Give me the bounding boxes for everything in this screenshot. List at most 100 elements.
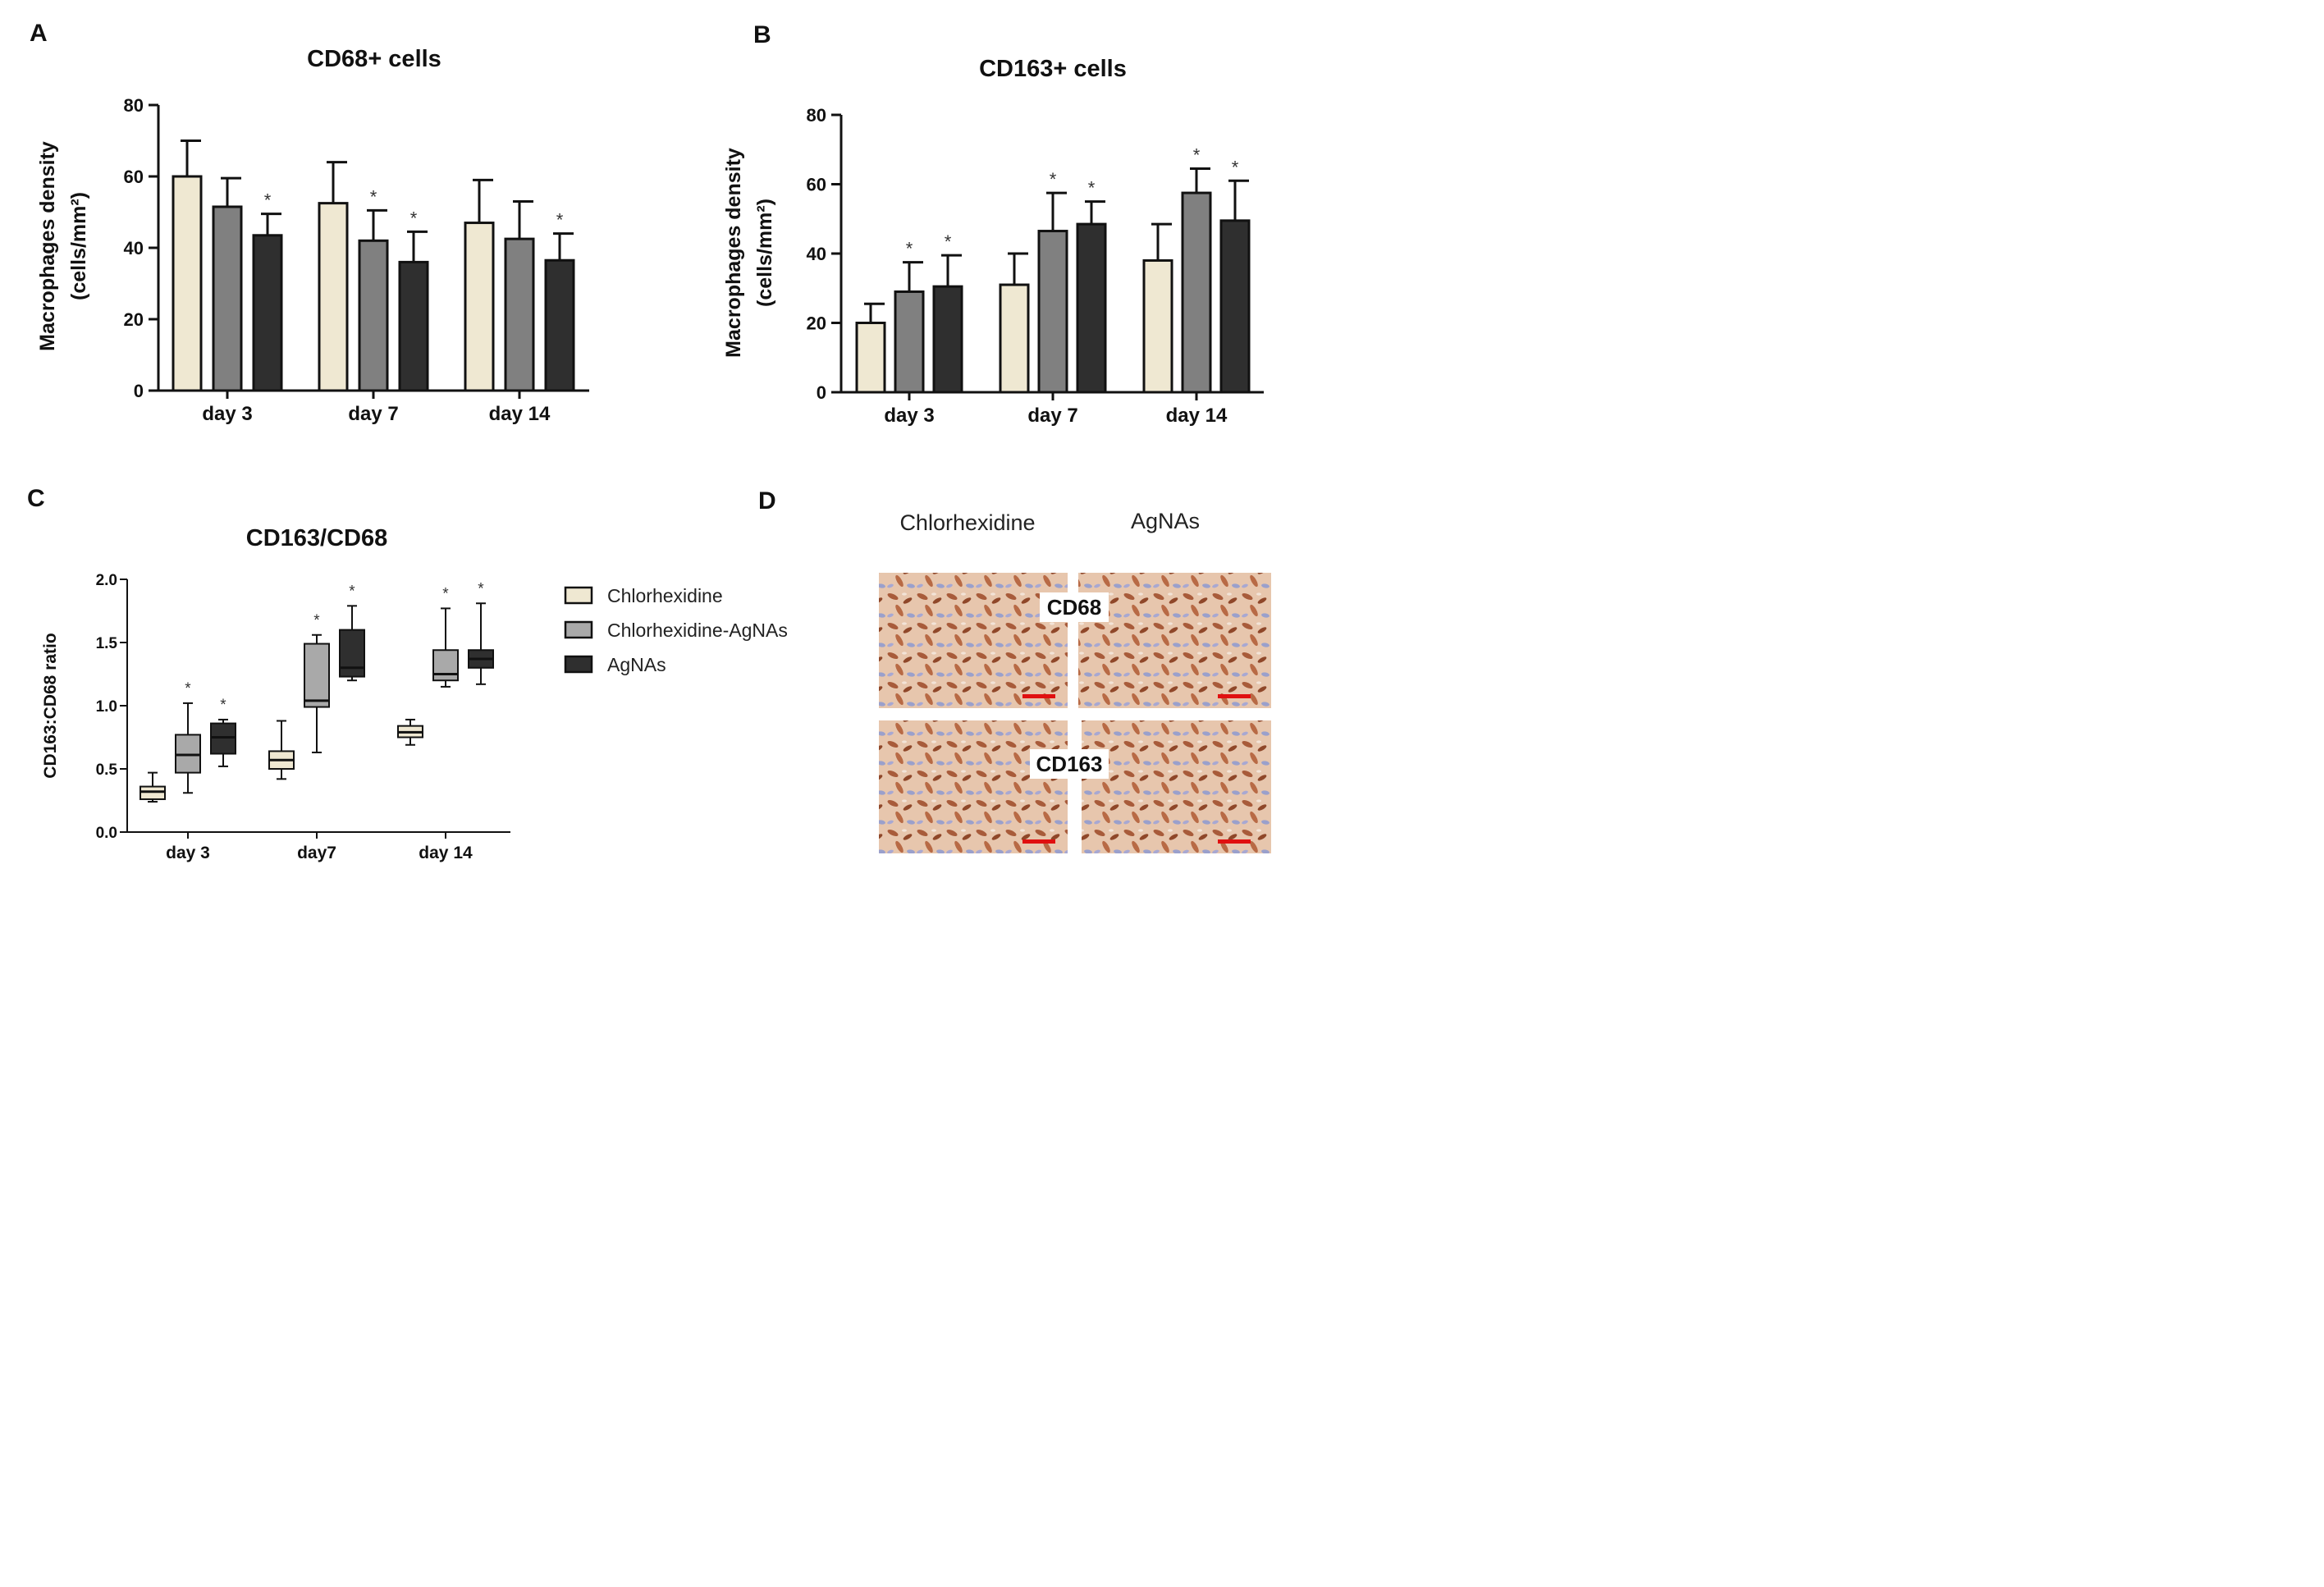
x-tick-label-day-14: day 14 [1166,405,1228,427]
x-tick-label-day7: day7 [297,844,336,862]
micrograph-cd163-agnas [1082,720,1271,853]
x-tick-label-day-3: day 3 [166,844,210,862]
significance-marker: * [410,208,418,228]
x-tick-label-day-7: day 7 [348,403,398,425]
bar-chlorhexidine-day-14 [1142,258,1173,394]
chart-title: CD163+ cells [979,56,1127,82]
micrograph-cd68-chlorhexidine [879,573,1068,708]
plot-area-c: 0.0 0.5 1.0 1.5 2.0 day 3 * * day7 * * day 14 * * [96,572,510,862]
significance-marker: * [264,190,272,211]
y-axis-title: CD163:CD68 ratio [41,633,60,778]
significance-marker: * [556,210,564,231]
legend: Chlorhexidine Chlorhexidine-AgNAs AgNAs [564,585,788,675]
legend-swatch-agnas [564,655,593,674]
legend-label-chlorhexidine-agnas: Chlorhexidine-AgNAs [607,620,788,641]
chart-title: CD68+ cells [307,46,441,72]
y-tick-label: 40 [124,238,144,258]
y-tick-label: 0 [817,382,826,403]
bar-chlorhexidine-agnas-day-14 [1181,191,1212,394]
significance-marker: * [1088,178,1096,199]
x-tick-label-day-14: day 14 [489,403,551,425]
significance-marker: * [1193,144,1201,165]
box-chlorhexidine-agnas-day-14 [432,649,459,682]
significance-marker: * [442,585,449,602]
label-box-cd68 [1040,592,1109,622]
figure: A CD68+ cells Macrophages density (cells… [27,20,1271,862]
significance-marker: * [313,612,320,629]
legend-swatch-chlorhexidine-agnas [564,620,593,639]
bar-chlorhexidine-day-14 [464,222,495,392]
y-tick-label: 60 [124,167,144,187]
label-box-cd163 [1030,749,1109,779]
box-agnas-day7 [339,629,365,678]
significance-marker: * [1232,157,1239,177]
panel-c: C CD163/CD68 CD163:CD68 ratio 0.0 0.5 1.0 1… [27,485,788,862]
panel-a: A CD68+ cells Macrophages density (cells… [30,20,589,425]
bar-chlorhexidine-agnas-day-3 [894,290,925,394]
scale-bar [1022,694,1055,698]
panel-letter-b: B [753,21,771,48]
significance-marker: * [185,680,191,697]
y-tick-label: 40 [807,244,826,264]
significance-marker: * [220,697,226,714]
panel-d: D Chlorhexidine AgNAs CD68 CD163 [758,487,1271,853]
bar-chlorhexidine-agnas-day-7 [1037,230,1068,394]
y-tick-label: 80 [124,95,144,116]
significance-marker: * [1050,169,1057,190]
plot-area-b: 0 20 40 60 80 day 3 * * day 7 * * day 14 * * [807,105,1264,427]
box-agnas-day-3 [210,722,236,755]
bar-chlorhexidine-day-3 [172,175,203,392]
y-tick-label: 0.5 [96,761,118,779]
y-axis-title-line2: (cells/mm²) [753,199,776,307]
y-tick-label: 2.0 [96,572,117,589]
micrograph-cd68-agnas [1078,573,1271,708]
column-header-chlorhexidine: Chlorhexidine [899,510,1035,535]
y-tick-label: 20 [124,309,144,330]
significance-marker: * [478,580,484,597]
y-tick-label: 0.0 [96,825,117,842]
x-tick-label-day-3: day 3 [202,403,252,425]
bar-chlorhexidine-day-3 [855,322,886,394]
bar-agnas-day-3 [252,234,283,392]
box-chlorhexidine-agnas-day-3 [175,734,201,774]
box-chlorhexidine-day-3 [140,785,166,800]
bar-agnas-day-7 [1076,222,1107,394]
column-header-agnas: AgNAs [1131,509,1200,533]
y-tick-label: 0 [134,381,144,401]
x-tick-label-day-7: day 7 [1027,405,1077,427]
y-tick-label: 1.5 [96,635,118,652]
y-axis-title-line1: Macrophages density [36,141,59,351]
bar-agnas-day-14 [1219,219,1251,394]
legend-label-agnas: AgNAs [607,654,666,675]
y-tick-label: 80 [807,105,826,126]
bar-chlorhexidine-agnas-day-14 [504,237,535,392]
bar-chlorhexidine-agnas-day-7 [358,239,389,392]
row-label-cd68: CD68 [1047,595,1101,620]
panel-letter-c: C [27,485,45,512]
bar-agnas-day-3 [932,285,963,394]
bar-chlorhexidine-agnas-day-3 [212,205,243,392]
x-tick-label-day-14: day 14 [419,844,473,862]
chart-title: CD163/CD68 [246,525,387,551]
bar-agnas-day-7 [398,260,429,392]
x-tick-label-day-3: day 3 [884,405,934,427]
bar-agnas-day-14 [544,258,575,392]
legend-label-chlorhexidine: Chlorhexidine [607,585,723,606]
panel-b: B CD163+ cells Macrophages density (cell… [722,21,1264,427]
scale-bar [1022,839,1055,844]
y-tick-label: 1.0 [96,698,117,716]
scale-bar [1218,839,1251,844]
plot-area-a: 0 20 40 60 80 day 3 * day 7 * * day 14 * [124,95,589,425]
legend-swatch-chlorhexidine [564,586,593,605]
bar-chlorhexidine-day-7 [318,202,349,392]
bar-chlorhexidine-day-7 [999,283,1030,394]
significance-marker: * [349,583,355,600]
significance-marker: * [945,231,952,252]
significance-marker: * [906,239,913,259]
y-axis-title-line1: Macrophages density [722,148,745,358]
y-tick-label: 20 [807,313,826,334]
row-label-cd163: CD163 [1036,752,1103,776]
y-tick-label: 60 [807,175,826,195]
scale-bar [1218,694,1251,698]
box-chlorhexidine-agnas-day7 [304,643,330,708]
